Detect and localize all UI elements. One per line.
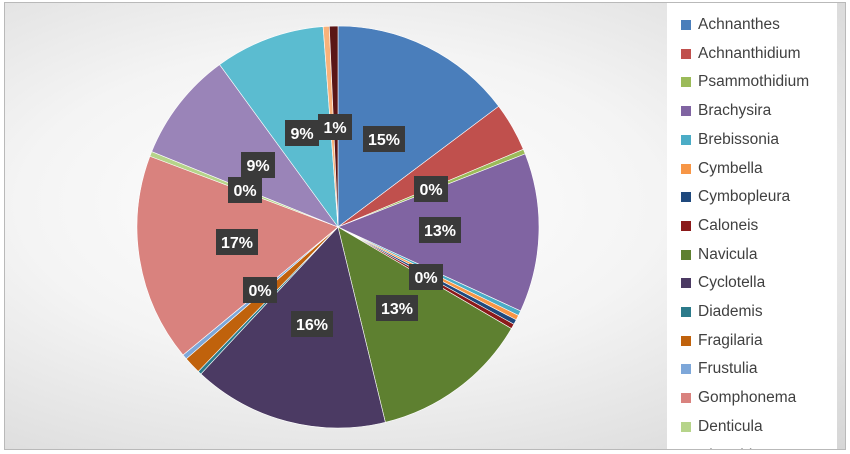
pie-slices xyxy=(136,25,540,429)
legend-swatch xyxy=(681,364,691,375)
data-label: 0% xyxy=(243,277,277,303)
data-label: 1% xyxy=(318,114,352,140)
data-label: 0% xyxy=(414,176,448,202)
legend-label: Achnanthidium xyxy=(698,44,801,62)
legend-swatch xyxy=(681,106,691,117)
data-label-box xyxy=(228,177,262,203)
legend-item-cyclotella: Cyclotella xyxy=(681,269,765,297)
legend-label: Cymbopleura xyxy=(698,188,791,206)
legend-item-achnanthidium: Achnanthidium xyxy=(681,40,801,68)
legend-label: Brachysira xyxy=(698,102,772,120)
legend-swatch xyxy=(681,48,691,59)
data-label-box xyxy=(285,120,319,146)
data-label-box xyxy=(216,229,258,255)
legend-item-cymbella: Cymbella xyxy=(681,155,763,183)
legend-label: Cymbella xyxy=(698,159,763,177)
legend-label: Nitzschia xyxy=(698,447,761,450)
data-label-box xyxy=(409,264,443,290)
pie-slice-achnanthes xyxy=(337,25,500,228)
legend-label: Achnanthes xyxy=(698,16,780,33)
data-label-text: 17% xyxy=(221,235,253,252)
legend-label: Diademis xyxy=(698,303,763,320)
legend-label: Fragilaria xyxy=(698,331,763,349)
legend: Achnanthes Achnanthidium Psammothidium Brac… xyxy=(667,3,837,449)
legend-item-denticula: Denticula xyxy=(681,413,763,441)
legend-swatch xyxy=(681,220,691,231)
legend-item-navicula: Navicula xyxy=(681,241,757,269)
data-label-text: 0% xyxy=(419,182,442,199)
data-label: 0% xyxy=(409,264,443,290)
pie-slice-navicula xyxy=(337,226,512,423)
legend-swatch xyxy=(681,77,691,88)
data-label: 16% xyxy=(291,311,333,337)
legend-item-psammothidium: Psammothidium xyxy=(681,68,809,96)
data-label-box xyxy=(241,152,275,178)
legend-label: Cyclotella xyxy=(698,274,766,292)
data-label-box xyxy=(376,295,418,321)
data-label-box xyxy=(291,311,333,337)
legend-item-frustulia: Frustulia xyxy=(681,355,757,383)
legend-item-cymbopleura: Cymbopleura xyxy=(681,183,790,211)
legend-item-brebissonia: Brebissonia xyxy=(681,126,779,154)
data-label-text: 0% xyxy=(414,270,437,287)
legend-swatch xyxy=(681,421,691,432)
data-label-box xyxy=(414,176,448,202)
data-label-text: 9% xyxy=(290,126,313,143)
legend-item-gomphonema: Gomphonema xyxy=(681,384,796,412)
legend-swatch xyxy=(681,134,691,145)
data-label: 9% xyxy=(285,120,319,146)
data-label-box xyxy=(318,114,352,140)
data-label-box xyxy=(419,217,461,243)
legend-item-achnanthes: Achnanthes xyxy=(681,11,780,39)
legend-swatch xyxy=(681,192,691,203)
legend-label: Denticula xyxy=(698,417,763,435)
legend-label: Frustulia xyxy=(698,360,758,378)
legend-item-nitzschia: Nitzschia xyxy=(681,442,761,450)
legend-swatch xyxy=(681,278,691,289)
data-label-text: 13% xyxy=(381,301,413,318)
legend-swatch xyxy=(681,393,691,404)
data-label: 17% xyxy=(216,229,258,255)
legend-item-brachysira: Brachysira xyxy=(681,97,771,125)
data-label-text: 16% xyxy=(296,317,328,334)
legend-item-caloneis: Caloneis xyxy=(681,212,758,240)
data-label-text: 15% xyxy=(368,132,400,149)
legend-item-diademis: Diademis xyxy=(681,298,763,326)
legend-label: Gomphonema xyxy=(698,389,797,407)
data-label-text: 13% xyxy=(424,223,456,240)
data-label: 13% xyxy=(376,295,418,321)
data-label-text: 0% xyxy=(248,283,271,300)
legend-swatch xyxy=(681,307,691,317)
data-label-text: 9% xyxy=(246,158,269,175)
legend-swatch xyxy=(681,163,691,174)
legend-swatch xyxy=(681,249,691,260)
data-label-box xyxy=(243,277,277,303)
pie-slice-gomphonema xyxy=(136,155,339,356)
data-label-box xyxy=(363,126,405,152)
data-label: 9% xyxy=(241,152,275,178)
legend-label: Caloneis xyxy=(698,216,759,234)
data-label: 15% xyxy=(363,126,405,152)
legend-swatch xyxy=(681,335,691,346)
legend-label: Navicula xyxy=(698,245,758,263)
legend-label: Brebissonia xyxy=(698,130,779,148)
legend-label: Psammothidium xyxy=(698,73,810,91)
pie-slice-unlabeled-16 xyxy=(219,26,339,229)
pie-slice-nitzschia xyxy=(151,64,339,228)
legend-item-fragilaria: Fragilaria xyxy=(681,327,763,355)
data-label-text: 0% xyxy=(233,183,256,200)
data-label-text: 1% xyxy=(323,120,346,137)
data-label: 13% xyxy=(419,217,461,243)
data-label: 0% xyxy=(228,177,262,203)
legend-swatch xyxy=(681,20,691,30)
data-labels: 15%0%13%0%13%16%0%17%0%9%9% 1% xyxy=(216,114,461,337)
